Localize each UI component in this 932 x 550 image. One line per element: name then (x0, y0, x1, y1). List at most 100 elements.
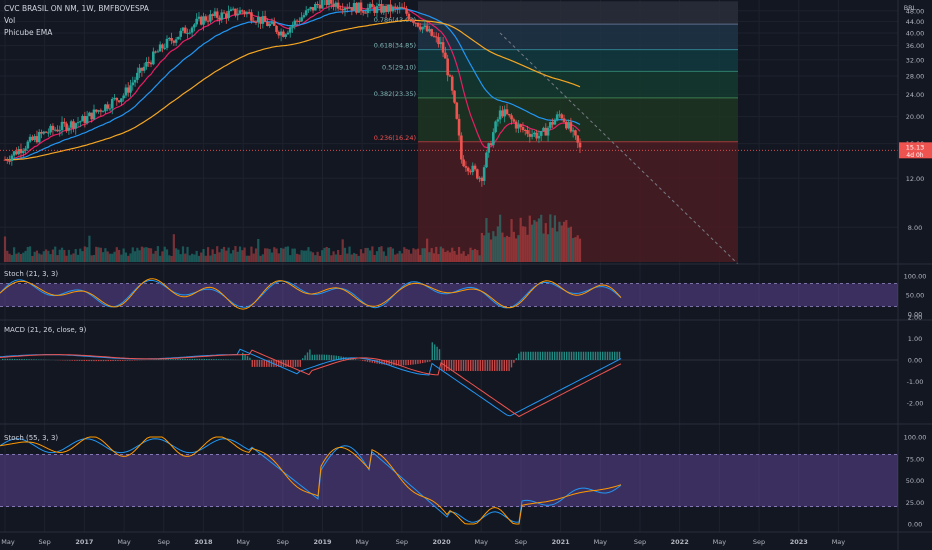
macd-histogram-bar (266, 360, 268, 367)
volume-bar (544, 223, 547, 262)
candle-body (85, 116, 89, 124)
macd-histogram-bar (530, 351, 532, 360)
time-tick-label: May (594, 538, 608, 546)
price-tick-label: 40.00 (906, 29, 925, 37)
volume-bar (432, 253, 436, 262)
candle-body (174, 39, 178, 43)
candle-body (245, 12, 249, 14)
macd-histogram-bar (429, 360, 431, 362)
candle-body (314, 3, 317, 11)
macd-histogram-bar (242, 352, 244, 360)
stoch2-legend: Stoch (55, 3, 3) (4, 434, 58, 442)
volume-bar (51, 249, 55, 262)
candle-body (282, 31, 285, 37)
candle-body (553, 119, 557, 125)
volume-bar (480, 232, 483, 262)
macd-histogram-bar (414, 360, 417, 365)
macd-histogram-bar (287, 360, 289, 367)
macd-histogram-bar (371, 360, 373, 363)
candle-body (453, 90, 456, 103)
candle-body (373, 6, 376, 13)
macd-tick-label: -2.00 (907, 400, 924, 408)
macd-tick-label: 0.00 (908, 357, 922, 365)
volume-bar (355, 253, 358, 262)
macd-histogram-bar (167, 359, 169, 360)
candle-body (279, 31, 283, 36)
macd-histogram-bar (515, 358, 517, 360)
candle-body (275, 25, 278, 32)
price-tick-label: 48.00 (906, 7, 925, 15)
candle-body (571, 130, 575, 132)
volume-bar (295, 253, 299, 262)
volume-bar (65, 255, 68, 262)
macd-histogram-bar (366, 360, 369, 362)
macd-histogram-bar (95, 360, 97, 362)
candle-body (133, 79, 137, 83)
price-tick-label: 20.00 (906, 113, 925, 121)
volume-bar (222, 246, 226, 262)
macd-histogram-bar (558, 351, 561, 360)
macd-histogram-bar (302, 358, 304, 360)
macd-histogram-bar (419, 360, 421, 364)
macd-histogram-bar (201, 358, 203, 360)
macd-histogram-bar (129, 360, 131, 361)
volume-bar (17, 252, 20, 262)
macd-histogram-bar (467, 360, 469, 372)
macd-histogram-bar (566, 351, 568, 360)
volume-bar (348, 246, 351, 262)
candle-body (345, 8, 349, 10)
candle-body (562, 118, 566, 122)
macd-histogram-bar (503, 360, 505, 372)
volume-bar (275, 248, 278, 262)
volume-bar (289, 255, 292, 262)
candle-body (403, 7, 406, 9)
volume-bar (229, 253, 232, 262)
macd-histogram-bar (323, 354, 325, 360)
volume-bar (102, 252, 105, 262)
candle-body (535, 132, 538, 139)
volume-bar (149, 248, 153, 262)
macd-histogram-bar (220, 359, 222, 360)
macd-histogram-bar (470, 360, 472, 372)
time-tick-label: Sep (277, 538, 289, 546)
volume-bar (3, 236, 7, 262)
volume-bar (47, 250, 50, 262)
macd-histogram-bar (213, 359, 215, 360)
candle-body (106, 104, 109, 109)
volume-bar (72, 253, 75, 262)
volume-bar (24, 250, 27, 262)
candle-body (482, 167, 486, 181)
volume-bar (565, 220, 568, 262)
candle-body (250, 12, 253, 21)
candle-body (234, 8, 237, 16)
candle-body (78, 121, 82, 123)
volume-bar (168, 255, 171, 262)
volume-bar (419, 254, 422, 262)
candle-body (209, 14, 212, 22)
candle-body (428, 29, 431, 32)
volume-bar (298, 254, 301, 262)
fib-zone (418, 49, 738, 72)
volume-bar (499, 214, 502, 262)
candle-body (167, 37, 171, 39)
volume-bar (371, 246, 374, 262)
candle-body (387, 4, 390, 12)
candle-body (197, 16, 201, 19)
volume-bar (492, 231, 495, 262)
volume-bar (19, 254, 23, 262)
candle-body (339, 8, 342, 10)
volume-bar (26, 246, 29, 262)
macd-histogram-bar (107, 360, 109, 362)
volume-bar (441, 248, 445, 262)
macd-histogram-bar (410, 360, 412, 365)
macd-histogram-bar (369, 360, 371, 363)
volume-bar (460, 253, 463, 262)
volume-bar (478, 255, 481, 262)
volume-bar (457, 247, 461, 262)
volume-bar (136, 247, 139, 262)
macd-histogram-bar (462, 360, 465, 372)
macd-histogram-bar (328, 354, 330, 360)
macd-histogram-bar (191, 358, 193, 360)
volume-bar (138, 250, 141, 262)
